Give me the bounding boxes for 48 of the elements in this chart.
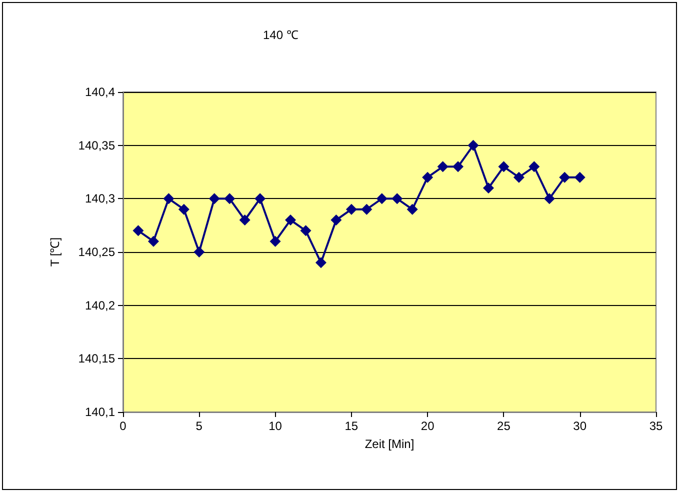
point xyxy=(315,257,326,268)
x-tick-label: 10 xyxy=(268,419,282,433)
point xyxy=(406,204,418,215)
point xyxy=(528,161,540,172)
point xyxy=(300,225,312,236)
point xyxy=(376,193,388,204)
point xyxy=(148,236,159,247)
y-axis-title: T [℃] xyxy=(48,237,62,267)
point xyxy=(194,246,205,258)
x-tick-label: 35 xyxy=(649,419,663,433)
point xyxy=(498,161,510,172)
y-tick-label: 140,3 xyxy=(84,192,116,206)
y-tick-label: 140,2 xyxy=(84,298,116,312)
point xyxy=(544,193,555,204)
y-tick-label: 140,1 xyxy=(84,405,116,419)
point xyxy=(208,193,220,204)
x-tick-label: 0 xyxy=(120,419,127,433)
point xyxy=(468,140,479,151)
point xyxy=(452,161,464,172)
point xyxy=(163,193,174,204)
y-tick-label: 140,4 xyxy=(84,85,116,99)
x-tick-label: 30 xyxy=(573,419,587,433)
x-tick-label: 20 xyxy=(420,419,435,433)
x-tick-label: 15 xyxy=(344,419,358,433)
x-tick-label: 5 xyxy=(196,419,203,433)
x-tick-label: 25 xyxy=(497,419,511,433)
point xyxy=(254,193,266,204)
x-axis-title: Zeit [Min] xyxy=(364,437,414,451)
point xyxy=(361,204,372,215)
point xyxy=(224,193,236,204)
y-tick-label: 140,15 xyxy=(78,352,116,366)
point xyxy=(178,204,190,215)
y-tick-label: 140,25 xyxy=(78,245,116,259)
chart-title: 140 ℃ xyxy=(263,28,298,42)
point xyxy=(132,225,144,236)
point xyxy=(346,204,357,215)
point xyxy=(559,172,570,183)
y-tick-label: 140,35 xyxy=(78,138,116,152)
point xyxy=(285,214,296,226)
point xyxy=(330,214,342,226)
point xyxy=(422,172,434,183)
point xyxy=(392,193,403,204)
point xyxy=(437,161,448,172)
point xyxy=(482,182,494,194)
point xyxy=(239,214,250,226)
point xyxy=(270,236,281,247)
point xyxy=(513,172,524,183)
point xyxy=(574,172,586,183)
